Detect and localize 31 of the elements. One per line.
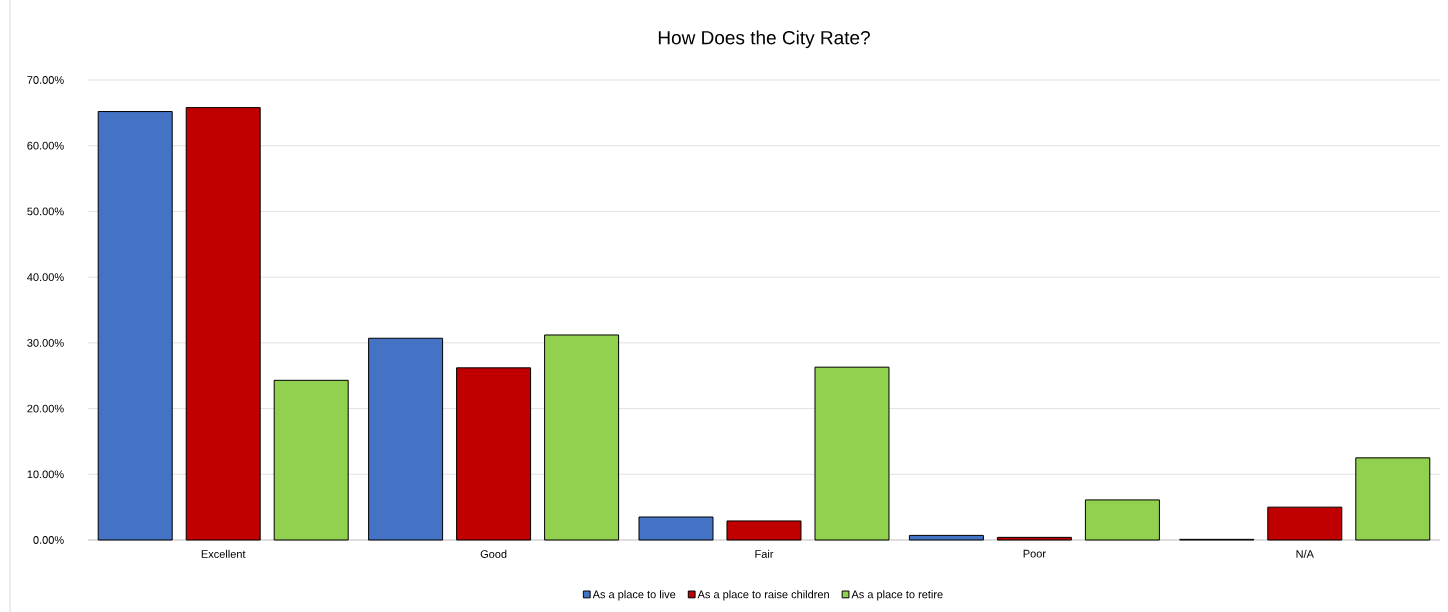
bar (273, 379, 349, 541)
legend-label: As a place to live (592, 590, 676, 601)
bar (368, 337, 444, 541)
y-tick-label: 20.00% (27, 404, 64, 413)
legend-label: As a place to raise children (697, 590, 829, 601)
y-tick-label: 40.00% (27, 273, 64, 282)
y-tick-label: 70.00% (27, 76, 64, 84)
y-tick-label: 0.00% (33, 536, 64, 544)
y-tick-label: 60.00% (27, 141, 64, 150)
x-tick-label: Good (480, 549, 507, 558)
bar (544, 334, 620, 541)
bar (726, 520, 802, 541)
bar (456, 367, 532, 541)
bar (814, 366, 890, 541)
bar (638, 516, 714, 541)
bar (1267, 506, 1343, 541)
chart-title: How Does the City Rate? (658, 30, 870, 49)
legend-label: As a place to retire (851, 590, 943, 601)
y-tick-label: 10.00% (27, 470, 64, 479)
bar (1355, 457, 1431, 541)
bar (97, 111, 173, 541)
x-tick-label: Fair (755, 549, 774, 558)
x-tick-label: Excellent (201, 549, 246, 558)
x-tick-label: Poor (1023, 549, 1046, 558)
bar (908, 534, 984, 541)
x-tick-label: N/A (1296, 549, 1314, 558)
y-tick-label: 50.00% (27, 207, 64, 216)
y-tick-label: 30.00% (27, 338, 64, 347)
bar (1084, 499, 1160, 541)
bar (996, 536, 1072, 541)
bar (185, 107, 261, 541)
